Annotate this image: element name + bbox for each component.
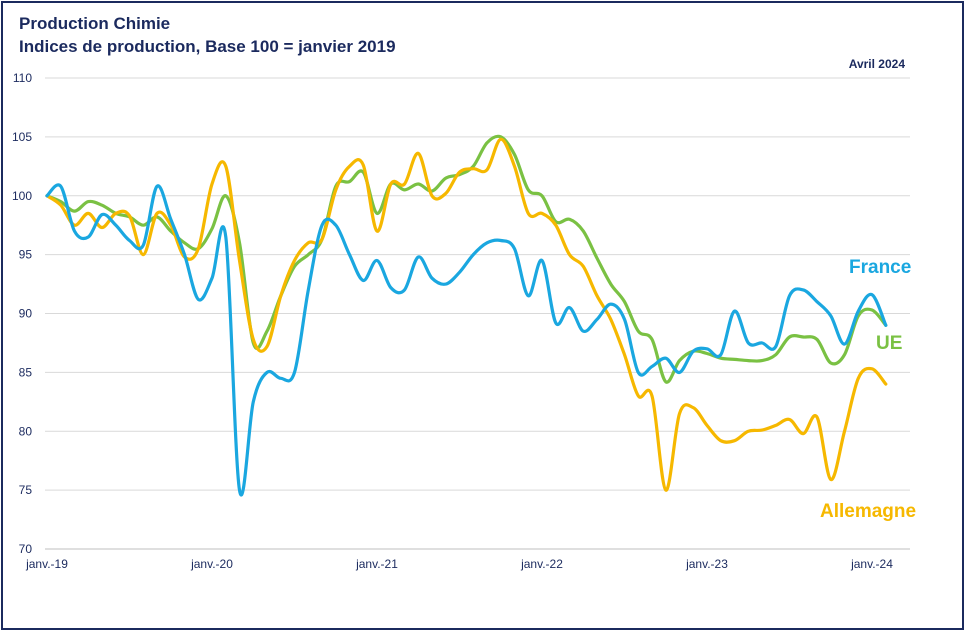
date-label: Avril 2024 <box>848 57 905 71</box>
series-label-france: France <box>849 257 911 278</box>
y-tick-label-100: 100 <box>12 189 32 203</box>
y-tick-label-90: 90 <box>19 307 33 321</box>
series-line-allemagne <box>45 137 888 492</box>
chart-title-block: Production Chimie Indices de production,… <box>19 12 396 58</box>
y-tick-label-95: 95 <box>19 248 33 262</box>
series-line-ue <box>45 134 888 384</box>
chart-subtitle: Indices de production, Base 100 = janvie… <box>19 37 396 56</box>
x-tick-label-janv.-19: janv.-19 <box>25 557 68 571</box>
chart-title: Production Chimie <box>19 14 171 33</box>
x-tick-label-janv.-20: janv.-20 <box>190 557 233 571</box>
series-label-ue: UE <box>876 333 902 354</box>
y-tick-label-85: 85 <box>19 365 33 379</box>
y-tick-label-105: 105 <box>12 130 32 144</box>
y-tick-label-80: 80 <box>19 424 33 438</box>
y-tick-label-75: 75 <box>19 483 33 497</box>
series-line-france <box>45 183 888 497</box>
x-tick-label-janv.-24: janv.-24 <box>850 557 893 571</box>
x-tick-label-janv.-23: janv.-23 <box>685 557 728 571</box>
series-label-allemagne: Allemagne <box>820 501 916 522</box>
y-tick-label-70: 70 <box>19 542 33 556</box>
y-tick-label-110: 110 <box>13 71 32 85</box>
x-tick-label-janv.-22: janv.-22 <box>520 557 563 571</box>
x-tick-label-janv.-21: janv.-21 <box>355 557 398 571</box>
